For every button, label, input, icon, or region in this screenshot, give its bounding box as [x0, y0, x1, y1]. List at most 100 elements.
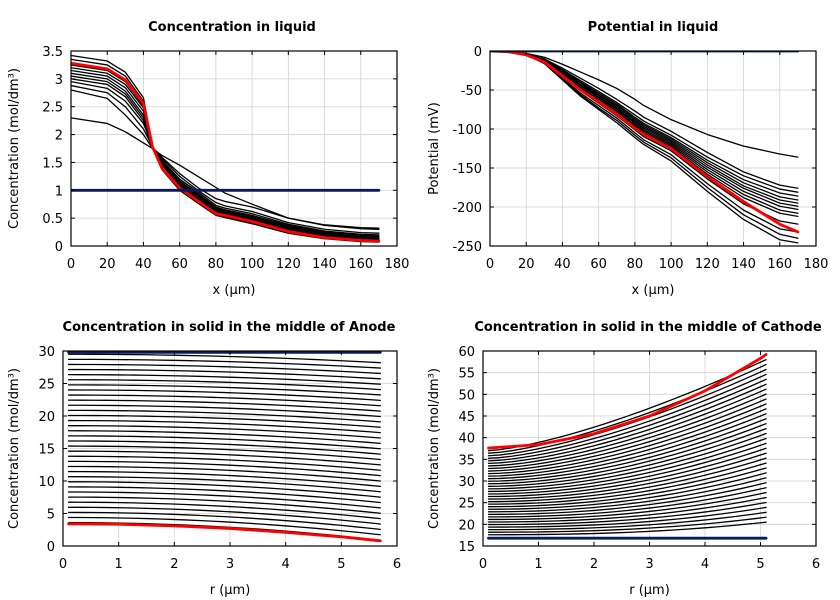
y-tick-label: 30 — [458, 475, 475, 490]
ensemble-series-line — [71, 67, 380, 240]
ensemble-series-line — [71, 69, 380, 240]
y-tick-label: 3 — [55, 73, 63, 88]
y-axis-label: Concentration (mol/dm³) — [7, 68, 22, 229]
ensemble-series-line — [487, 496, 767, 523]
x-tick-label: 4 — [701, 557, 709, 572]
ensemble-series-line — [67, 511, 381, 531]
y-axis-label: Concentration (mol/dm³) — [427, 368, 442, 529]
ensemble-series-line — [71, 72, 380, 239]
x-tick-label: 120 — [276, 257, 301, 272]
ensemble-series-line — [487, 359, 767, 452]
x-tick-label: 3 — [645, 557, 653, 572]
ensemble-series-line — [487, 437, 767, 493]
x-tick-label: 2 — [590, 557, 598, 572]
ensemble-series-line — [67, 476, 381, 493]
x-tick-label: 60 — [171, 257, 188, 272]
x-tick-label: 2 — [170, 557, 178, 572]
chart-title: Potential in liquid — [588, 20, 719, 35]
chart-panel-2: 0 20 40 60 80 100 120 140 160 180 0 -50 -100 -150 -200… — [427, 20, 828, 298]
ensemble-series-line — [71, 80, 380, 236]
ensemble-series-line — [487, 511, 767, 531]
x-axis-label: r (µm) — [629, 583, 670, 598]
ensemble-series-line — [67, 404, 381, 418]
x-axis-label: x (µm) — [632, 283, 675, 298]
x-tick-label: 120 — [695, 257, 720, 272]
ensemble-series-line — [490, 51, 799, 193]
x-tick-label: 40 — [554, 257, 571, 272]
x-tick-label: 0 — [67, 257, 75, 272]
chart-title: Concentration in liquid — [148, 20, 316, 35]
ensemble-series-line — [487, 393, 767, 470]
x-tick-label: 6 — [393, 557, 401, 572]
y-tick-label: -200 — [452, 201, 482, 216]
x-tick-label: 60 — [590, 257, 607, 272]
ensemble-series-line — [490, 51, 799, 201]
x-tick-label: 1 — [115, 557, 123, 572]
ensemble-series-line — [67, 486, 381, 504]
ensemble-series-line — [487, 472, 767, 510]
chart-title: Concentration in solid in the middle of … — [63, 320, 396, 335]
ensemble-series-line — [67, 481, 381, 498]
plot-frame — [489, 50, 817, 247]
ensemble-series-line — [67, 445, 381, 461]
ensemble-series-line — [487, 363, 767, 454]
y-tick-label: 0 — [474, 45, 482, 60]
y-tick-label: 1 — [55, 184, 63, 199]
ensemble-series-line — [487, 467, 767, 508]
ensemble-series-line — [67, 419, 381, 434]
ensemble-series-line — [487, 516, 767, 533]
ensemble-series-line — [487, 373, 767, 459]
y-tick-label: 0 — [55, 240, 63, 255]
x-tick-label: 40 — [135, 257, 152, 272]
ensemble-series-line — [67, 363, 381, 375]
y-tick-label: 25 — [458, 497, 475, 512]
ensemble-series-line — [487, 447, 767, 498]
ensemble-series-line — [490, 51, 799, 204]
x-tick-label: 5 — [756, 557, 764, 572]
chart-panel-1: 0 20 40 60 80 100 120 140 160 180 0 0.5 1 1.5 2 2.5 3 3.5… — [7, 20, 409, 298]
y-tick-label: 2.5 — [42, 101, 63, 116]
ensemble-series-line — [67, 516, 381, 536]
ensemble-series-line — [67, 353, 381, 364]
x-tick-label: 6 — [812, 557, 820, 572]
y-tick-label: 0.5 — [42, 212, 63, 227]
x-tick-label: 180 — [804, 257, 829, 272]
ensemble-series-line — [67, 450, 381, 466]
y-tick-label: -100 — [452, 123, 482, 138]
ensemble-series-line — [487, 482, 767, 515]
ensemble-series-line — [71, 89, 380, 230]
ensemble-series-line — [67, 455, 381, 471]
highlight-series-line — [490, 51, 800, 234]
ensemble-series-line — [67, 496, 381, 514]
ensemble-series-line — [487, 491, 767, 521]
x-tick-label: 20 — [518, 257, 535, 272]
ensemble-series-line — [67, 501, 381, 520]
y-tick-label: -50 — [461, 84, 482, 99]
y-tick-label: 45 — [458, 410, 475, 425]
highlight-series-line — [71, 61, 381, 243]
ensemble-series-line — [67, 440, 381, 455]
ensemble-series-line — [490, 51, 799, 158]
x-tick-label: 180 — [385, 257, 410, 272]
ensemble-series-line — [67, 374, 381, 385]
ensemble-series-line — [487, 506, 767, 528]
y-tick-label: 25 — [38, 378, 55, 393]
ensemble-series-line — [487, 452, 767, 500]
highlight-series-line — [487, 353, 768, 450]
x-tick-label: 4 — [282, 557, 290, 572]
ensemble-series-line — [67, 399, 381, 412]
x-tick-label: 140 — [731, 257, 756, 272]
ensemble-series-line — [67, 491, 381, 509]
y-tick-label: 2 — [55, 129, 63, 144]
plot-frame — [70, 50, 398, 247]
ensemble-series-line — [67, 465, 381, 482]
x-tick-label: 0 — [486, 257, 494, 272]
x-tick-label: 80 — [208, 257, 225, 272]
ensemble-series-line — [487, 408, 767, 477]
x-tick-label: 0 — [59, 557, 67, 572]
y-tick-label: 60 — [458, 345, 475, 360]
highlight-series-line — [67, 522, 382, 543]
ensemble-series-line — [67, 389, 381, 401]
